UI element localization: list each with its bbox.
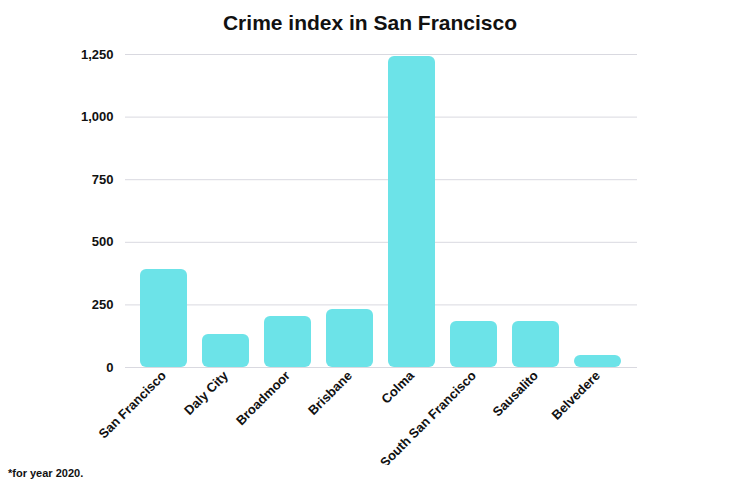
- html-text:Crime index in San Francisco: Crime index in San Francisco: [223, 11, 517, 34]
- svg-text:0: 0: [106, 360, 113, 375]
- svg-text:San Francisco: San Francisco: [96, 368, 169, 441]
- svg-text:Belvedere: Belvedere: [549, 368, 604, 423]
- svg-text:Colma: Colma: [378, 367, 417, 406]
- svg-text:750: 750: [92, 172, 114, 187]
- svg-text:1,250: 1,250: [81, 47, 114, 62]
- svg-text:Sausalito: Sausalito: [490, 368, 542, 420]
- svg-text:500: 500: [92, 234, 114, 249]
- svg-text:Brisbane: Brisbane: [305, 368, 355, 418]
- svg-text:250: 250: [92, 297, 114, 312]
- svg-text:Daly City: Daly City: [181, 367, 231, 417]
- svg-text:South San Francisco: South San Francisco: [377, 368, 479, 465]
- html-text:*for year 2020.: *for year 2020.: [8, 467, 84, 479]
- svg-text:Broadmoor: Broadmoor: [233, 368, 293, 428]
- svg-text:1,000: 1,000: [81, 109, 114, 124]
